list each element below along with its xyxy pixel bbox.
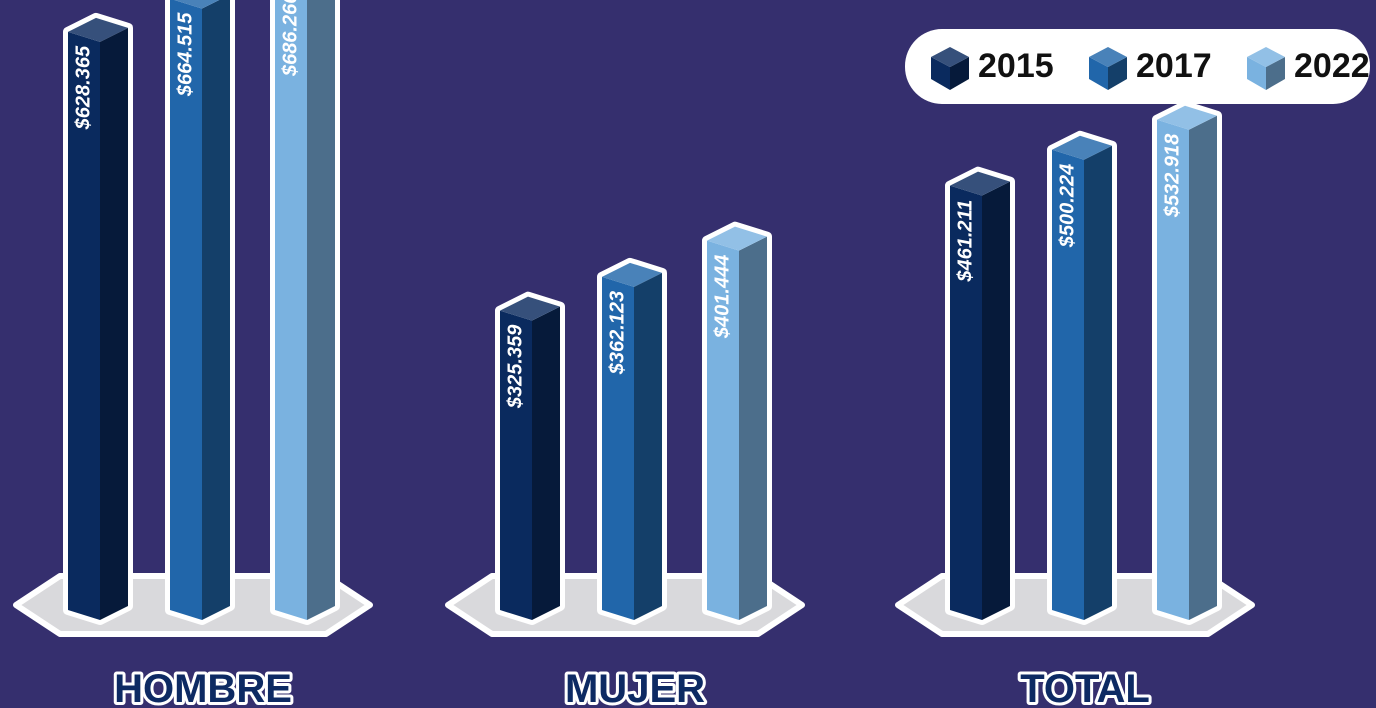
- bar-side: [1189, 115, 1217, 620]
- bar: [495, 291, 565, 625]
- legend-box: [905, 29, 1370, 104]
- bar: [1152, 100, 1222, 625]
- bar: [63, 12, 133, 625]
- bar-side: [100, 27, 128, 621]
- value-label: $500.224: [1056, 164, 1078, 248]
- bar-front: [950, 185, 982, 620]
- bar-side: [739, 236, 767, 621]
- legend-label: 2015: [978, 47, 1054, 85]
- legend-icon-right: [1108, 57, 1127, 90]
- legend-icon: [1247, 47, 1285, 90]
- value-label: $362.123: [606, 291, 628, 375]
- category-label: HOMBRE: [114, 667, 292, 708]
- legend-label: 2017: [1136, 47, 1212, 85]
- bar: [165, 0, 235, 625]
- value-label: $325.359: [504, 324, 526, 409]
- bar-front: [68, 31, 100, 621]
- legend-icon-left: [1089, 57, 1108, 90]
- bar-front: [275, 0, 307, 620]
- bar-side: [202, 0, 230, 620]
- bar-side: [634, 272, 662, 620]
- bar-side: [307, 0, 335, 620]
- bar-top: [500, 296, 560, 321]
- legend-icon-top: [1089, 47, 1127, 67]
- bar: [597, 257, 667, 625]
- bar-front: [1157, 119, 1189, 620]
- bar-front: [602, 276, 634, 620]
- bar: [945, 166, 1015, 625]
- value-label: $532.918: [1161, 133, 1183, 218]
- bar-front: [170, 0, 202, 620]
- category-label: MUJER: [565, 667, 705, 708]
- bar-side: [532, 306, 560, 620]
- legend-icon: [1089, 47, 1127, 90]
- bar-top: [1157, 105, 1217, 130]
- bar-side: [982, 181, 1010, 620]
- bar: [1047, 130, 1117, 625]
- bar-front: [707, 240, 739, 621]
- category-label: TOTAL: [1020, 667, 1150, 708]
- legend-label: 2022: [1294, 47, 1370, 85]
- bar-front: [1052, 149, 1084, 620]
- value-label: $401.444: [711, 255, 733, 339]
- bar: [702, 221, 772, 625]
- legend-icon-left: [1247, 57, 1266, 90]
- legend-icon-right: [950, 57, 969, 90]
- legend-icon: [931, 47, 969, 90]
- legend-icon-left: [931, 57, 950, 90]
- value-label: $628.365: [72, 45, 94, 130]
- bar-top: [1052, 135, 1112, 160]
- bar-top: [950, 171, 1010, 196]
- legend-icon-right: [1266, 57, 1285, 90]
- value-label: $686.266: [279, 0, 301, 77]
- bar-top: [68, 17, 128, 42]
- legend-icon-top: [1247, 47, 1285, 67]
- bar-top: [602, 262, 662, 287]
- bar-front: [500, 310, 532, 620]
- legend-icon-top: [931, 47, 969, 67]
- value-label: $664.515: [174, 12, 196, 97]
- bar-top: [174, 0, 220, 9]
- value-label: $461.211: [954, 200, 976, 283]
- bar-top: [707, 226, 767, 251]
- bar-side: [1084, 145, 1112, 620]
- bar: [270, 0, 340, 625]
